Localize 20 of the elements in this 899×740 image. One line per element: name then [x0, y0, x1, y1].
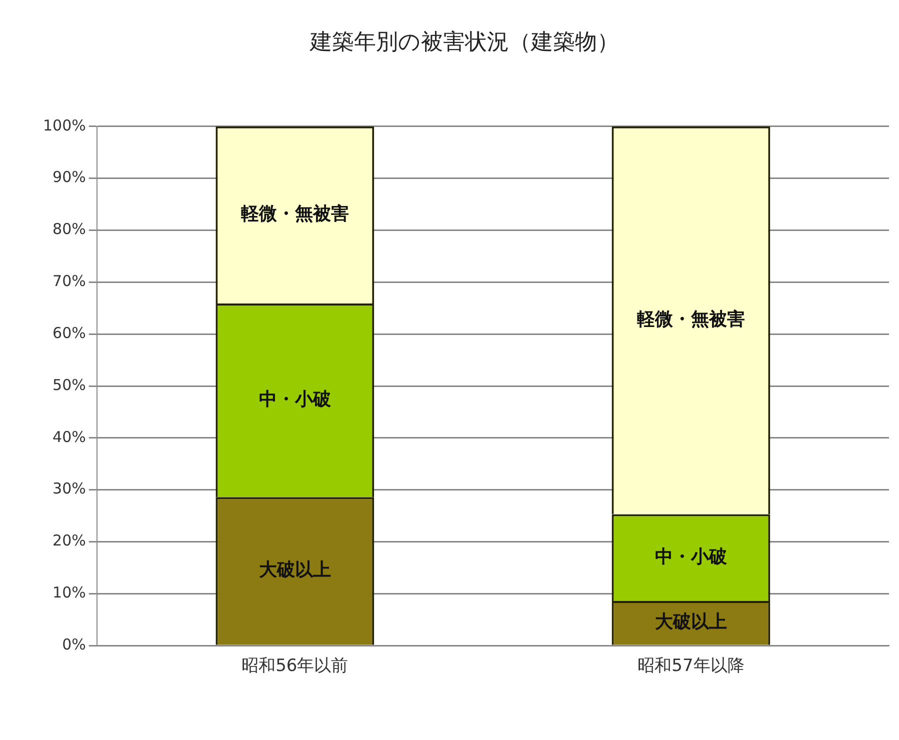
series-label: 中・小破: [654, 546, 728, 568]
y-tick-label: 10%: [52, 584, 86, 602]
y-tick-label: 100%: [42, 116, 86, 134]
y-tick-label: 90%: [52, 168, 86, 186]
y-tick-label: 40%: [52, 428, 86, 446]
y-tick-label: 80%: [52, 220, 86, 238]
text: 軽微・無被害: [636, 308, 745, 330]
y-tick-label: 20%: [52, 532, 86, 550]
y-tick-label: 70%: [52, 272, 86, 290]
series-label: 軽微・無被害: [240, 204, 349, 225]
text: 大破以上: [258, 560, 331, 581]
chart-title: 建築年別の被害状況（建築物）: [309, 30, 619, 55]
y-tick-label: 50%: [52, 376, 86, 394]
y-tick-label: 0%: [62, 635, 86, 654]
series-label: 大破以上: [654, 612, 727, 633]
x-tick-label: 昭和57年以降: [638, 656, 744, 676]
text: 中・小破: [258, 388, 331, 410]
y-tick-label: 60%: [52, 324, 86, 342]
y-tick-label: 30%: [52, 480, 86, 498]
x-tick-label: 昭和56年以前: [242, 656, 348, 676]
